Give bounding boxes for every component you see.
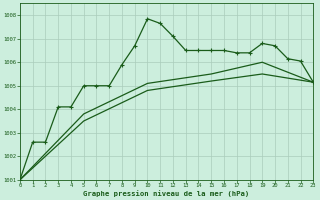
X-axis label: Graphe pression niveau de la mer (hPa): Graphe pression niveau de la mer (hPa)	[84, 190, 250, 197]
